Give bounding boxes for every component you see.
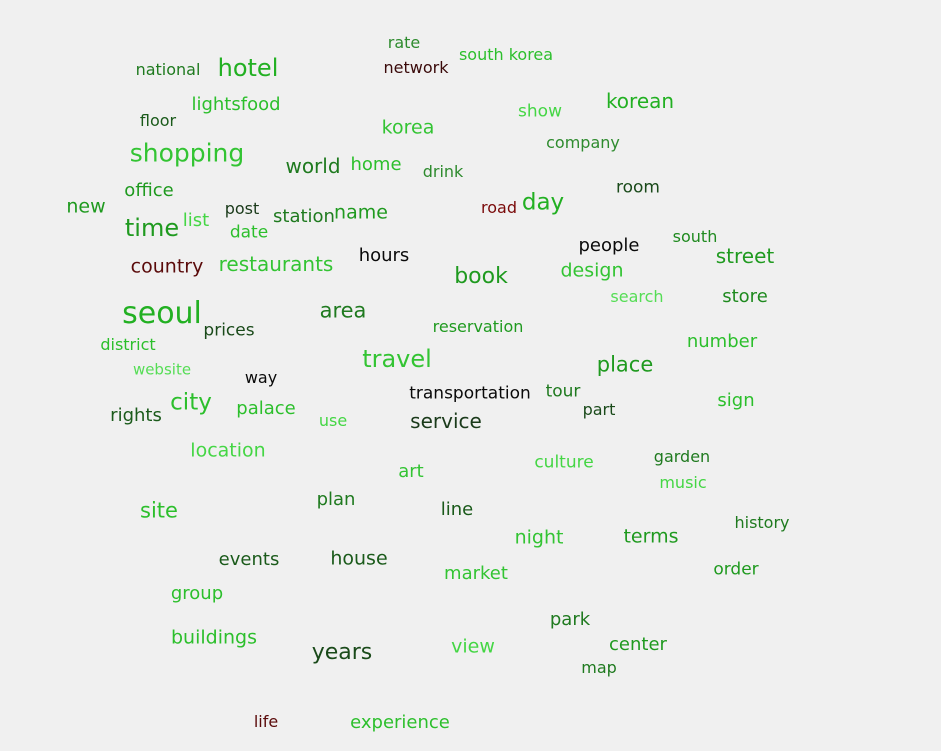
word-rights: rights [110, 405, 162, 426]
word-name: name [334, 201, 388, 224]
word-tour: tour [545, 381, 581, 402]
word-location: location [190, 439, 266, 462]
word-view: view [451, 635, 495, 658]
word-house: house [330, 547, 388, 570]
word-station: station [273, 206, 335, 227]
word-number: number [686, 331, 758, 352]
word-music: music [659, 473, 707, 492]
word-site: site [140, 498, 178, 523]
word-office: office [124, 180, 174, 201]
word-years: years [311, 640, 373, 665]
word-street: street [715, 244, 775, 268]
word-drink: drink [422, 162, 464, 181]
word-post: post [224, 199, 260, 218]
word-road: road [481, 198, 517, 217]
word-sign: sign [717, 390, 755, 411]
word-terms: terms [623, 525, 679, 548]
word-south-korea: south korea [458, 45, 554, 64]
word-history: history [734, 513, 790, 532]
word-website: website [132, 360, 192, 379]
word-city: city [170, 389, 212, 416]
word-rate: rate [387, 33, 421, 52]
word-district: district [100, 335, 156, 354]
word-culture: culture [534, 452, 594, 473]
word-prices: prices [203, 320, 255, 341]
word-group: group [170, 583, 224, 604]
word-service: service [410, 409, 482, 433]
word-show: show [518, 101, 562, 122]
word-book: book [454, 264, 508, 289]
word-new: new [66, 195, 106, 218]
word-use: use [318, 411, 348, 430]
word-hotel: hotel [217, 54, 279, 82]
word-network: network [383, 58, 449, 77]
word-order: order [713, 559, 759, 580]
word-time: time [124, 214, 180, 242]
word-line: line [440, 499, 474, 520]
word-night: night [514, 526, 564, 549]
word-reservation: reservation [432, 317, 524, 336]
word-part: part [582, 400, 616, 419]
word-south: south [672, 227, 718, 246]
word-korea: korea [381, 116, 435, 139]
word-store: store [722, 286, 768, 307]
word-list: list [182, 210, 210, 231]
word-korean: korean [605, 89, 675, 113]
word-seoul: seoul [122, 296, 202, 331]
word-experience: experience [350, 712, 450, 733]
word-place: place [596, 352, 654, 377]
word-restaurants: restaurants [218, 252, 334, 276]
word-events: events [218, 549, 280, 570]
word-life: life [253, 712, 279, 731]
word-floor: floor [139, 111, 177, 130]
word-world: world [285, 154, 341, 178]
word-travel: travel [362, 345, 432, 373]
word-buildings: buildings [170, 626, 258, 649]
word-plan: plan [316, 489, 356, 510]
word-lightsfood: lightsfood [191, 94, 281, 115]
word-home: home [350, 154, 402, 175]
word-park: park [549, 609, 591, 630]
word-palace: palace [236, 398, 296, 419]
word-map: map [581, 658, 617, 677]
word-country: country [130, 255, 204, 278]
word-design: design [560, 259, 624, 282]
word-room: room [616, 177, 660, 198]
word-national: national [135, 60, 201, 79]
word-center: center [609, 634, 667, 655]
word-day: day [521, 189, 565, 216]
word-company: company [546, 133, 620, 152]
word-people: people [578, 235, 640, 256]
word-way: way [244, 368, 278, 387]
word-shopping: shopping [129, 138, 245, 168]
word-area: area [319, 298, 367, 323]
word-date: date [229, 222, 269, 243]
word-market: market [444, 563, 508, 584]
word-search: search [610, 287, 664, 306]
word-art: art [398, 461, 424, 482]
word-garden: garden [653, 447, 711, 466]
word-transportation: transportation [409, 383, 531, 404]
word-hours: hours [358, 245, 410, 266]
